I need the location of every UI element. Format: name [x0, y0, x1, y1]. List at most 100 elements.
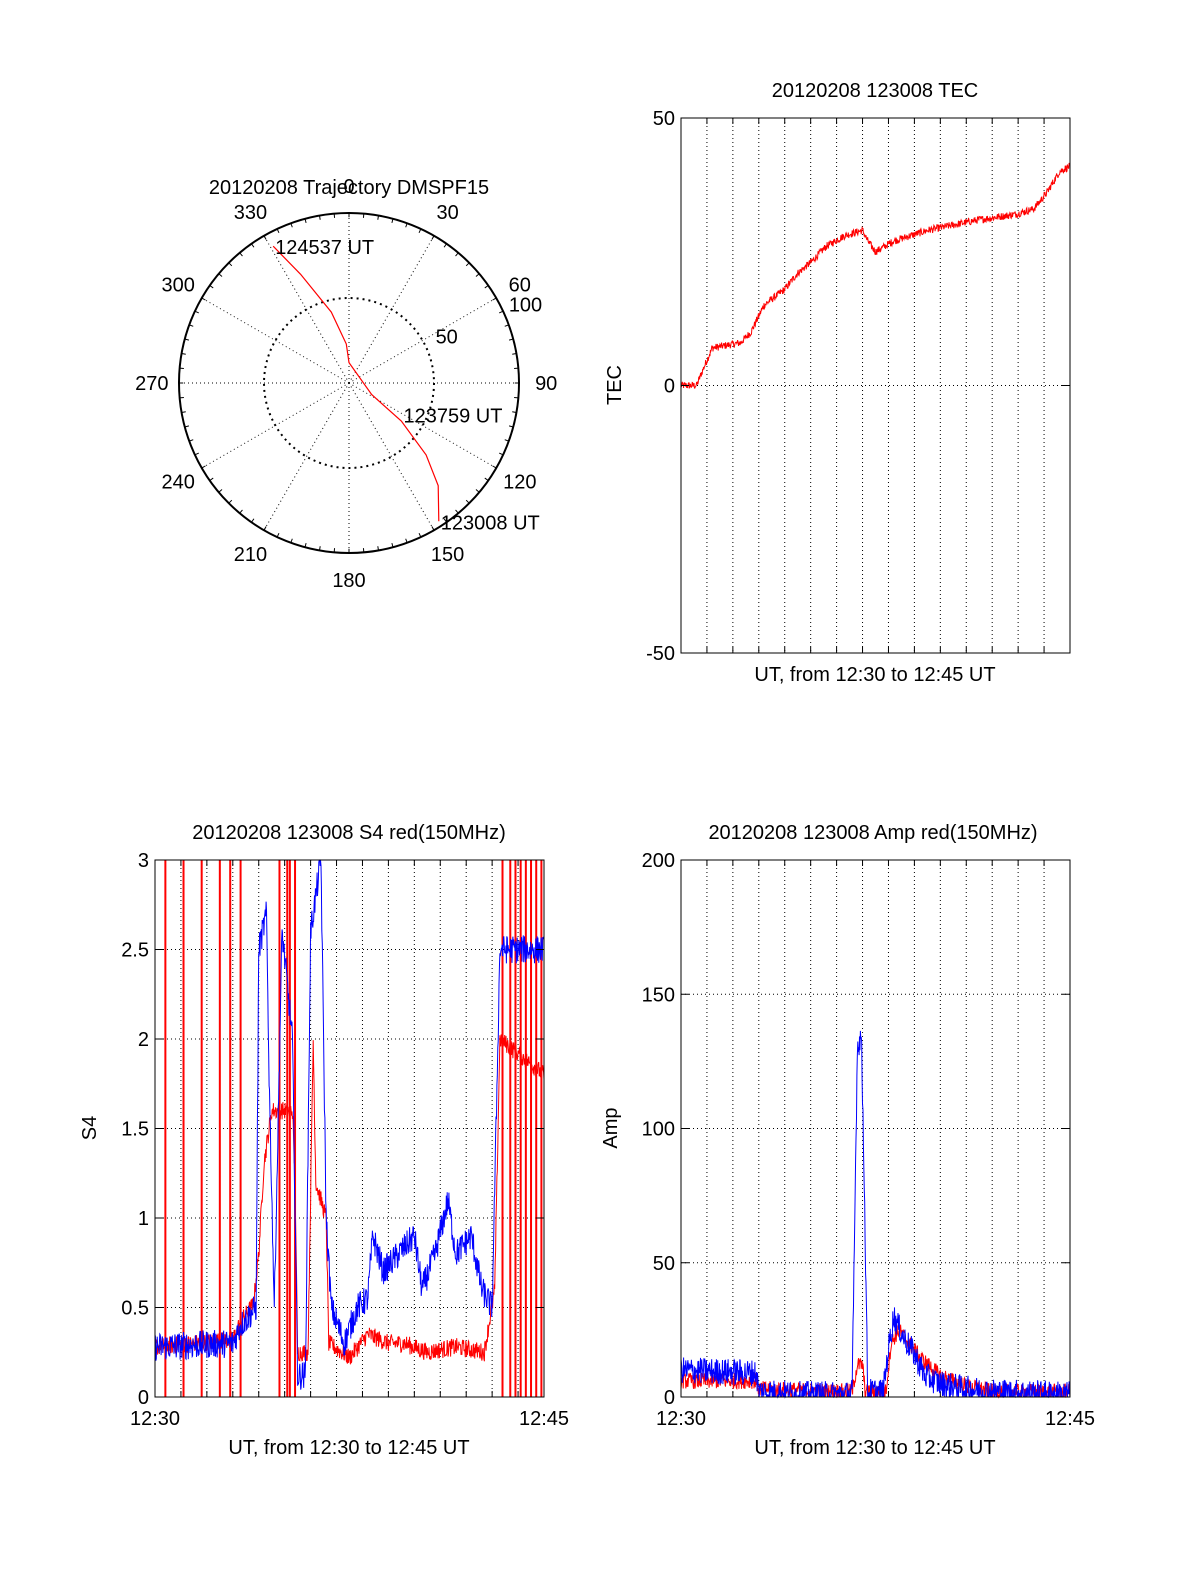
red-series-line	[154, 1032, 545, 1365]
polar-tick	[290, 223, 293, 228]
x-tick-label: 12:30	[656, 1408, 706, 1430]
amp-xlabel: UT, from 12:30 to 12:45 UT	[754, 1437, 995, 1459]
y-tick-label: 50	[653, 108, 675, 130]
y-tick-label: 2	[138, 1029, 149, 1051]
blue-series-line	[154, 859, 545, 1390]
polar-tick	[181, 352, 186, 355]
polar-spoke	[348, 382, 435, 531]
polar-tick	[418, 228, 422, 233]
polar-tick	[263, 235, 267, 240]
s4-series	[154, 859, 545, 1390]
amp-x-ticks: 12:30 12:45	[656, 1408, 1095, 1430]
polar-tick	[304, 218, 307, 224]
polar-tick	[508, 338, 514, 341]
polar-tick	[194, 452, 199, 456]
polar-tick	[184, 338, 190, 341]
polar-grid	[179, 213, 519, 553]
polar-tick	[499, 452, 504, 456]
trajectory-time-label: 123759 UT	[404, 406, 503, 428]
polar-tick	[228, 262, 233, 267]
polar-tick	[391, 542, 394, 548]
amp-panel: 20120208 123008 Amp red(150MHz) 0 50 100 15…	[600, 822, 1095, 1459]
polar-angle-label: 150	[431, 544, 464, 566]
amp-title: 20120208 123008 Amp red(150MHz)	[708, 822, 1037, 844]
polar-angle-label: 210	[234, 544, 267, 566]
polar-angle-labels: 0 30 60 90 120 150 180 210 240 270 300 330	[135, 176, 557, 592]
x-tick-label: 12:45	[1045, 1408, 1095, 1430]
trajectory-track	[272, 245, 440, 522]
y-tick-label: 0.5	[121, 1298, 149, 1320]
polar-tick	[405, 538, 408, 543]
s4-ylabel: S4	[79, 1116, 101, 1140]
polar-tick	[276, 533, 280, 538]
polar-tick	[251, 243, 255, 248]
polar-tick	[189, 324, 194, 327]
tec-title: 20120208 123008 TEC	[772, 80, 978, 102]
polar-tick	[443, 518, 447, 523]
polar-spoke	[263, 382, 350, 531]
y-tick-label: 100	[642, 1119, 675, 1141]
polar-tick	[304, 542, 307, 548]
polar-tick	[201, 297, 206, 301]
polar-spoke	[201, 382, 350, 469]
y-tick-label: 0	[138, 1387, 149, 1409]
polar-tick	[251, 518, 255, 523]
polar-tick	[318, 215, 321, 220]
x-tick-label: 12:45	[519, 1408, 569, 1430]
y-tick-label: 50	[653, 1253, 675, 1275]
y-tick-label: -50	[646, 643, 675, 665]
polar-tick	[218, 489, 223, 493]
tec-ylabel: TEC	[604, 365, 626, 405]
blue-series-line	[680, 1030, 1071, 1399]
y-tick-label: 1	[138, 1208, 149, 1230]
polar-tick	[209, 477, 214, 481]
polar-tick	[455, 509, 459, 514]
polar-tick	[499, 310, 504, 314]
red-series-line	[680, 162, 1071, 389]
s4-x-ticks: 12:30 12:45	[130, 1408, 569, 1430]
trajectory-time-label: 124537 UT	[275, 237, 374, 259]
polar-tick	[512, 352, 517, 355]
polar-tick	[504, 324, 509, 327]
polar-angle-label: 180	[332, 570, 365, 592]
polar-angle-label: 60	[509, 274, 531, 296]
s4-xlabel: UT, from 12:30 to 12:45 UT	[228, 1437, 469, 1459]
polar-tick	[189, 439, 194, 442]
polar-radial-labels: 50 100	[436, 295, 543, 349]
tec-panel: 20120208 123008 TEC -50 0 50 TEC UT, from …	[604, 80, 1071, 686]
s4-panel: 20120208 123008 S4 red(150MHz) 0 0.5 1 1.5 2…	[79, 822, 569, 1459]
polar-spoke	[201, 297, 350, 384]
polar-tick	[455, 252, 459, 257]
trajectory-annotations: 124537 UT 123759 UT 123008 UT	[275, 237, 540, 534]
amp-y-ticks: 0 50 100 150 200	[642, 850, 1070, 1409]
polar-tick	[239, 252, 243, 257]
polar-tick	[276, 228, 280, 233]
polar-angle-label: 300	[162, 274, 195, 296]
polar-tick	[492, 297, 497, 301]
tec-y-ticks: -50 0 50	[646, 108, 1070, 665]
polar-tick	[377, 546, 380, 551]
polar-tick	[492, 465, 497, 469]
x-tick-label: 12:30	[130, 1408, 180, 1430]
polar-tick	[318, 546, 321, 551]
tec-plot-frame	[680, 117, 1071, 654]
tec-xlabel: UT, from 12:30 to 12:45 UT	[754, 664, 995, 686]
trajectory-line	[272, 245, 440, 522]
polar-angle-label: 0	[343, 176, 354, 198]
polar-spoke	[348, 382, 497, 469]
polar-angle-label: 270	[135, 373, 168, 395]
y-tick-label: 2.5	[121, 940, 149, 962]
y-tick-label: 200	[642, 850, 675, 872]
polar-tick	[508, 425, 514, 428]
s4-plot-frame	[154, 859, 545, 1398]
s4-grid	[155, 860, 544, 1397]
polar-tick	[475, 489, 480, 493]
polar-tick	[209, 285, 214, 289]
polar-tick	[484, 285, 489, 289]
amp-ylabel: Amp	[600, 1107, 622, 1148]
polar-tick	[377, 215, 380, 220]
trajectory-panel: 20120208 Trajectory DMSPF15 0 30 60 90 120 15…	[135, 176, 557, 592]
polar-spoke	[348, 297, 497, 384]
polar-tick	[228, 499, 233, 504]
